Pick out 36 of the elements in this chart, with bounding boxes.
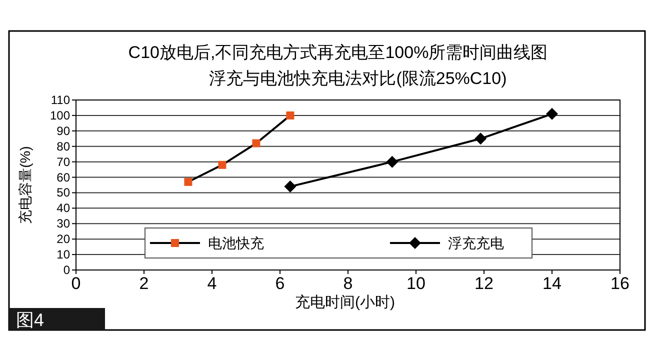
- y-tick-label: 40: [56, 201, 70, 216]
- caption: 图4: [16, 310, 44, 330]
- point: [546, 108, 558, 120]
- x-tick-label: 16: [610, 274, 630, 293]
- y-tick-label: 60: [56, 170, 70, 184]
- y-tick-label: 20: [56, 232, 70, 246]
- x-axis-title: 充电时间(小时): [295, 294, 395, 311]
- legend-label: 浮充充电: [448, 235, 504, 251]
- point: [252, 139, 260, 148]
- point: [286, 111, 294, 120]
- chart-subtitle: 浮充与电池快充电法对比(限流25%C10): [209, 69, 507, 88]
- point: [218, 160, 226, 169]
- x-tick-label: 10: [406, 274, 426, 293]
- y-tick-label: 80: [56, 139, 70, 154]
- figure-label: 图4: [9, 308, 105, 330]
- point: [284, 180, 296, 193]
- y-tick-label: 110: [50, 93, 70, 107]
- y-tick-label: 70: [56, 154, 70, 169]
- y-tick-label: 50: [56, 186, 70, 200]
- x-tick-label: 12: [474, 274, 494, 293]
- y-tick-label: 0: [63, 263, 70, 277]
- x-tick-label: 6: [275, 274, 285, 293]
- point: [474, 132, 487, 145]
- y-tick-label: 100: [50, 108, 70, 122]
- chart-title: C10放电后,不同充电方式再充电至100%所需时间曲线图: [128, 43, 548, 62]
- legend-label: 电池快充: [208, 235, 264, 251]
- y-tick-label: 10: [56, 248, 70, 262]
- y-tick-label: 90: [56, 124, 70, 138]
- y-axis-title: 充电容量(%): [17, 146, 33, 224]
- point: [184, 178, 192, 186]
- x-tick-label: 4: [207, 274, 217, 293]
- point: [386, 156, 398, 168]
- x-tick-label: 14: [542, 274, 562, 293]
- x-tick-label: 2: [139, 274, 149, 293]
- y-tick-label: 30: [56, 216, 70, 231]
- x-tick-label: 8: [343, 274, 353, 293]
